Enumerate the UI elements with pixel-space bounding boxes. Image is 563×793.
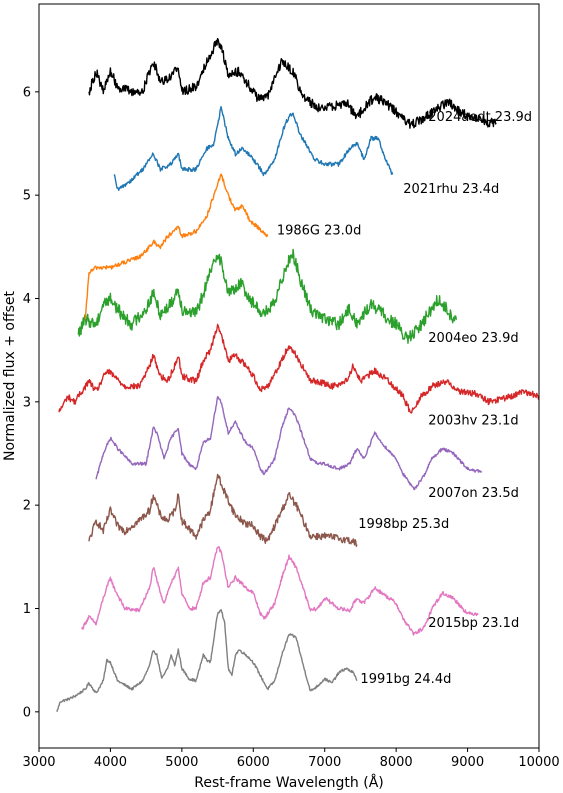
series-line-2015bp [81, 545, 479, 636]
y-tick-label: 4 [23, 292, 31, 307]
series-line-2004eo [77, 248, 457, 344]
series-label-1986G: 1986G 23.0d [277, 223, 362, 238]
series-line-2021rhu [113, 106, 394, 191]
x-tick-label: 8000 [380, 755, 413, 770]
series-label-2024aedt: 2024aedt 23.9d [428, 110, 532, 125]
series-label-2021rhu: 2021rhu 23.4d [403, 182, 499, 197]
plot-frame [38, 3, 540, 749]
series-label-1998bp: 1998bp 25.3d [358, 517, 449, 532]
x-tick-label: 3000 [22, 755, 55, 770]
series-line-2024aedt [88, 37, 497, 129]
x-tick-label: 7000 [308, 755, 341, 770]
series-label-2015bp: 2015bp 23.1d [428, 616, 519, 631]
series-label-1991bg: 1991bg 24.4d [360, 672, 451, 687]
y-tick-label: 5 [23, 189, 31, 204]
y-tick-label: 0 [23, 705, 31, 720]
y-tick-label: 1 [23, 602, 31, 617]
series-label-2004eo: 2004eo 23.9d [428, 331, 518, 346]
series-line-1991bg [56, 609, 358, 712]
x-axis-ticks: 3000 4000 5000 6000 7000 8000 9000 10000 [22, 748, 560, 770]
x-tick-label: 4000 [94, 755, 127, 770]
series-line-1998bp [88, 473, 358, 547]
y-tick-label: 3 [23, 395, 31, 410]
series-line-2007on [95, 396, 483, 491]
y-axis-ticks: 0 1 2 3 4 5 6 [23, 85, 39, 720]
series-lines [56, 37, 540, 712]
x-tick-label: 9000 [451, 755, 484, 770]
series-label-2007on: 2007on 23.5d [428, 486, 519, 501]
series-labels: 1991bg 24.4d 2015bp 23.1d 1998bp 25.3d 2007… [277, 110, 532, 687]
y-axis-title: Normalized flux + offset [2, 290, 18, 461]
series-line-2003hv [58, 323, 540, 414]
y-tick-label: 6 [23, 85, 31, 100]
x-tick-label: 5000 [165, 755, 198, 770]
series-label-2003hv: 2003hv 23.1d [428, 414, 518, 429]
y-tick-label: 2 [23, 499, 31, 514]
x-tick-label: 10000 [518, 755, 559, 770]
x-tick-label: 6000 [237, 755, 270, 770]
series-line-1986G [84, 173, 269, 320]
x-axis-title: Rest-frame Wavelength (Å) [194, 774, 384, 791]
